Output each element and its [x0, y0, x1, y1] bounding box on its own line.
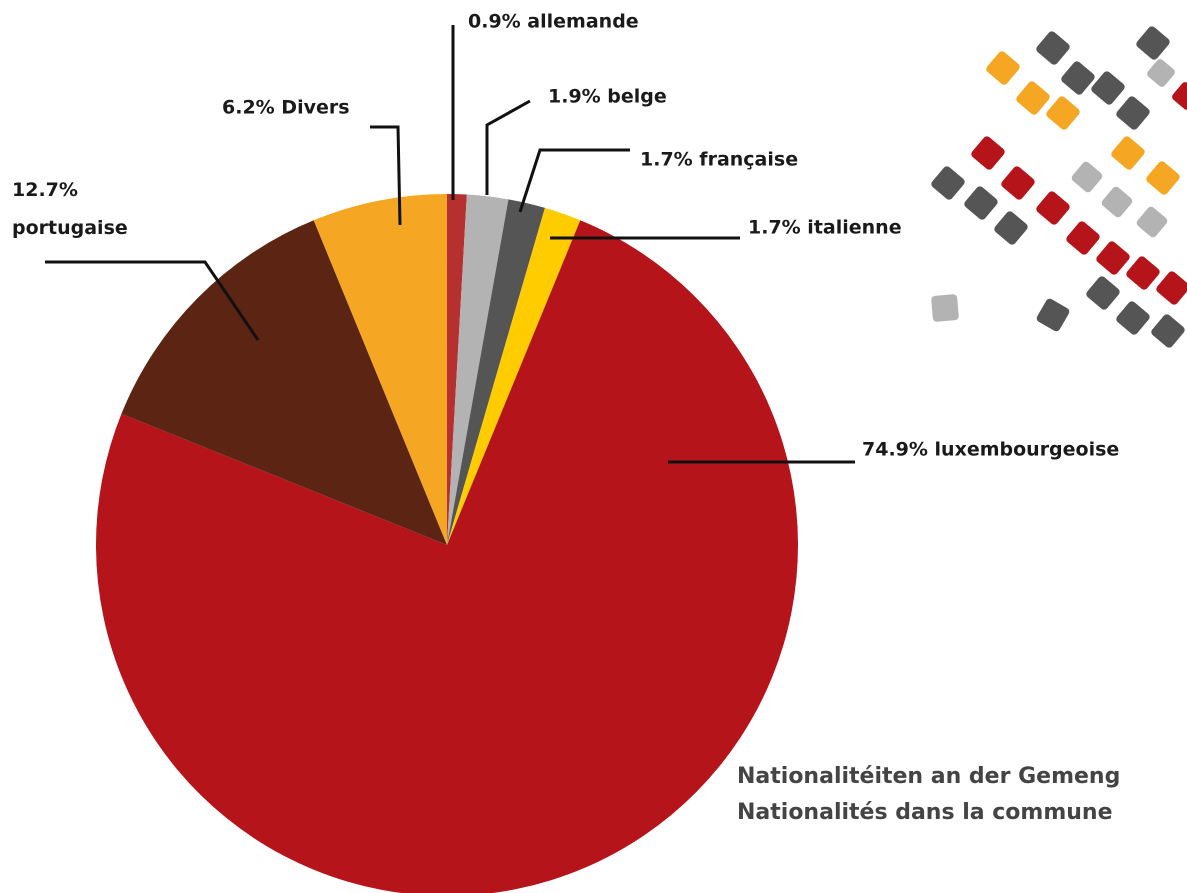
- slice-label: 0.9% allemande: [468, 11, 639, 33]
- slice-label: 1.7% italienne: [748, 217, 902, 239]
- decoration: [930, 25, 1187, 350]
- slice-label: 12.7%portugaise: [12, 179, 128, 239]
- chart-subtitle: Nationalités dans la commune: [737, 800, 1113, 825]
- slice-label: 74.9% luxembourgeoise: [862, 439, 1119, 461]
- chart: Nationalitéiten an der Gemeng Nationalit…: [0, 0, 1187, 893]
- slice-label: 1.9% belge: [548, 86, 667, 108]
- slice-label: 1.7% française: [640, 149, 798, 171]
- leader-line: [487, 101, 530, 195]
- slice-label: 6.2% Divers: [222, 97, 350, 119]
- chart-title: Nationalitéiten an der Gemeng: [737, 764, 1120, 789]
- pie: [96, 194, 798, 893]
- leader-line: [520, 150, 630, 212]
